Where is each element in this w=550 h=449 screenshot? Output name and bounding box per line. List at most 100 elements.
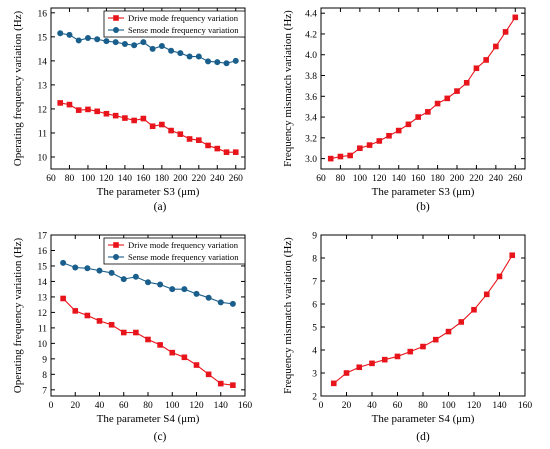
- y-tick-label: 15: [38, 33, 48, 43]
- x-axis-label: The parameter S3 (μm): [372, 186, 475, 198]
- y-tick-label: 8: [42, 371, 47, 381]
- x-tick-label: 60: [316, 174, 326, 184]
- data-point: [376, 138, 383, 144]
- chart-panel-a: 60 80 100 120 140 160 180 200 220 240 260 10 11 12 13 1…: [12, 7, 246, 213]
- y-tick-label: 3.8: [305, 72, 317, 82]
- y-tick-label: 3.0: [305, 155, 317, 165]
- data-point: [483, 57, 489, 63]
- data-point: [177, 131, 184, 137]
- x-tick-label: 100: [81, 174, 96, 184]
- x-tick-label: 200: [173, 174, 188, 184]
- data-point: [337, 153, 344, 160]
- data-point: [112, 39, 119, 46]
- x-tick-label: 100: [165, 401, 180, 411]
- data-point: [158, 42, 165, 49]
- data-point: [186, 53, 193, 60]
- x-tick-label: 220: [192, 174, 207, 184]
- legend-box: [103, 237, 246, 265]
- legend: Drive mode frequency variation Sense mode…: [103, 237, 246, 265]
- y-tick-label: 13: [38, 81, 48, 91]
- chart-panel-d: 0 20 40 60 80 100 120 140 160 2 3 4 5 6 7 8 9 The paramet…: [282, 232, 532, 444]
- data-point: [327, 155, 334, 162]
- y-tick-label: 10: [38, 153, 48, 163]
- chart-panel-b: 60 80 100 120 140 160 180 200 220 240 260 3.0 3.2 3.4…: [282, 7, 526, 213]
- x-tick-label: 260: [508, 174, 523, 184]
- y-tick-label: 14: [38, 57, 48, 67]
- data-point: [232, 149, 239, 155]
- y-tick-label: 14: [38, 278, 48, 288]
- data-point: [493, 43, 499, 50]
- data-point: [193, 362, 200, 368]
- y-tick-label: 8: [312, 255, 317, 265]
- x-tick-label: 20: [342, 401, 352, 411]
- data-point: [205, 294, 212, 301]
- data-point: [223, 149, 230, 155]
- data-point: [366, 142, 373, 148]
- x-tick-label: 120: [189, 401, 204, 411]
- x-tick-label: 80: [418, 401, 428, 411]
- data-point: [347, 152, 353, 159]
- y-tick-label: 9: [42, 355, 47, 365]
- data-point: [94, 108, 100, 115]
- data-point: [157, 342, 163, 348]
- data-point: [85, 106, 91, 113]
- panel-label: (a): [154, 201, 167, 213]
- data-point: [96, 318, 103, 324]
- data-point: [196, 137, 202, 143]
- data-point: [157, 281, 164, 288]
- data-point: [96, 267, 103, 274]
- panel-label: (b): [416, 201, 430, 213]
- legend-swatch-marker: [113, 27, 119, 33]
- data-point: [223, 60, 230, 67]
- x-tick-label: 140: [214, 401, 229, 411]
- data-point: [205, 142, 211, 149]
- series-drive: [57, 100, 239, 155]
- data-point: [386, 132, 392, 139]
- data-point: [149, 45, 156, 52]
- data-point: [75, 37, 82, 44]
- data-point: [169, 286, 176, 293]
- legend-entry: Sense mode frequency variation: [128, 25, 239, 35]
- y-axis-label: Frequency mismatch variation (Hz): [282, 237, 294, 394]
- x-tick-label: 40: [95, 401, 105, 411]
- x-tick-label: 20: [71, 401, 81, 411]
- series-sense: [60, 259, 236, 307]
- plot-frame: [50, 7, 246, 170]
- x-tick-label: 260: [229, 174, 244, 184]
- data-point: [357, 145, 363, 152]
- data-point: [343, 370, 350, 376]
- data-point: [425, 109, 431, 115]
- data-point: [444, 95, 451, 102]
- data-point: [131, 42, 138, 49]
- panel-label: (d): [416, 431, 430, 443]
- y-tick-label: 4: [312, 347, 317, 357]
- chart-panel-c: 0 20 40 60 80 100 120 140 160 7 8 9 10 11 12 13 14 15 16 17…: [12, 232, 252, 444]
- y-tick-label: 3.6: [305, 93, 317, 103]
- data-point: [381, 356, 388, 363]
- panel-label: (c): [154, 431, 167, 443]
- data-point: [145, 279, 151, 286]
- data-point: [415, 114, 421, 120]
- data-point: [405, 121, 412, 128]
- x-tick-label: 220: [469, 174, 484, 184]
- data-point: [330, 380, 337, 387]
- series-drive: [60, 295, 236, 388]
- data-point: [169, 349, 176, 356]
- plot-frame: [320, 7, 526, 170]
- x-tick-label: 180: [430, 174, 445, 184]
- data-point: [94, 36, 101, 43]
- legend-entry: Drive mode frequency variation: [128, 13, 239, 23]
- data-point: [193, 290, 200, 297]
- data-point: [66, 101, 73, 108]
- y-axis-label: Operating frequency variation (Hz): [12, 237, 24, 393]
- data-point: [496, 273, 503, 280]
- legend-swatch-marker: [113, 242, 119, 248]
- data-point: [84, 265, 91, 272]
- data-point: [432, 336, 439, 343]
- data-point: [159, 121, 165, 128]
- data-point: [445, 328, 452, 335]
- data-point: [60, 259, 67, 266]
- data-point: [149, 123, 156, 130]
- y-tick-label: 6: [312, 301, 317, 311]
- y-tick-label: 15: [38, 262, 48, 272]
